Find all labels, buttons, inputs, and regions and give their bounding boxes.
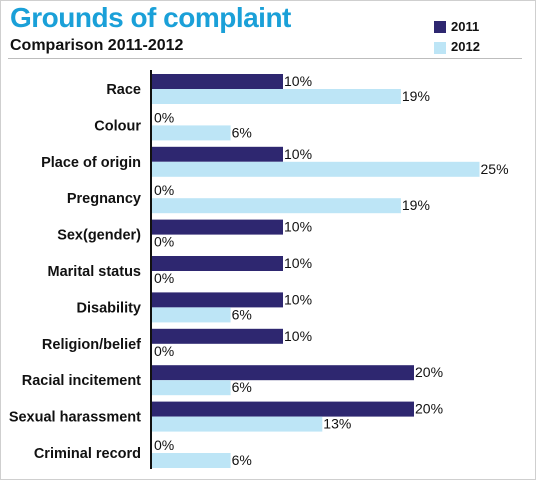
value-label-2012-sexual-harassment: 13%	[323, 416, 351, 432]
bar-2011-racial-incitement	[152, 365, 414, 381]
chart-title: Grounds of complaint	[10, 2, 291, 33]
value-label-2011-marital-status: 10%	[284, 255, 312, 271]
category-label-racial-incitement: Racial incitement	[22, 373, 141, 389]
bar-2012-criminal-record	[152, 453, 231, 468]
bar-2012-disability	[152, 307, 231, 323]
bar-2012-colour	[152, 125, 231, 141]
value-label-2011-religion-belief: 10%	[284, 328, 312, 344]
category-label-marital-status: Marital status	[48, 264, 141, 280]
chart-subtitle: Comparison 2011-2012	[10, 37, 184, 54]
category-label-race: Race	[106, 82, 141, 98]
category-label-sexual-harassment: Sexual harassment	[9, 410, 141, 426]
bar-2011-disability	[152, 292, 283, 308]
value-label-2012-colour: 6%	[232, 124, 252, 140]
bar-2012-race	[152, 89, 401, 104]
category-label-criminal-record: Criminal record	[34, 446, 141, 462]
value-label-2012-pregnancy: 19%	[402, 197, 430, 213]
category-label-colour: Colour	[94, 118, 141, 134]
category-label-pregnancy: Pregnancy	[67, 191, 141, 207]
value-label-2012-place-of-origin: 25%	[481, 161, 509, 177]
bar-2012-sexual-harassment	[152, 416, 323, 432]
value-label-2011-criminal-record: 0%	[154, 437, 174, 453]
bar-2012-racial-incitement	[152, 380, 231, 396]
bar-2011-sex-gender	[152, 219, 283, 235]
value-label-2012-disability: 6%	[232, 306, 252, 322]
bar-2012-pregnancy	[152, 198, 401, 214]
value-label-2011-race: 10%	[284, 73, 312, 89]
value-label-2012-sex-gender: 0%	[154, 234, 174, 250]
value-label-2011-racial-incitement: 20%	[415, 364, 443, 380]
bar-2011-marital-status	[152, 256, 283, 271]
category-label-sex-gender: Sex(gender)	[57, 228, 141, 244]
value-label-2011-pregnancy: 0%	[154, 182, 174, 198]
value-label-2011-place-of-origin: 10%	[284, 146, 312, 162]
category-label-place-of-origin: Place of origin	[41, 155, 141, 171]
value-label-2012-marital-status: 0%	[154, 270, 174, 286]
category-label-disability: Disability	[77, 300, 141, 316]
bar-2012-place-of-origin	[152, 161, 480, 177]
legend-label-2011: 2011	[451, 19, 480, 34]
bar-2011-place-of-origin	[152, 146, 283, 162]
value-label-2012-criminal-record: 6%	[232, 452, 252, 468]
value-label-2012-racial-incitement: 6%	[232, 379, 252, 395]
value-label-2012-race: 19%	[402, 88, 430, 104]
legend-swatch-2012	[434, 42, 446, 54]
value-label-2011-colour: 0%	[154, 109, 174, 125]
legend-label-2012: 2012	[451, 39, 480, 54]
title-divider	[8, 58, 522, 59]
legend-swatch-2011	[434, 21, 446, 33]
bar-2011-religion-belief	[152, 328, 283, 344]
value-label-2011-sexual-harassment: 20%	[415, 401, 443, 417]
value-label-2011-disability: 10%	[284, 291, 312, 307]
bar-2011-sexual-harassment	[152, 401, 414, 417]
category-label-religion-belief: Religion/belief	[42, 337, 141, 353]
value-label-2011-sex-gender: 10%	[284, 219, 312, 235]
value-label-2012-religion-belief: 0%	[154, 343, 174, 359]
bar-2011-race	[152, 74, 283, 89]
